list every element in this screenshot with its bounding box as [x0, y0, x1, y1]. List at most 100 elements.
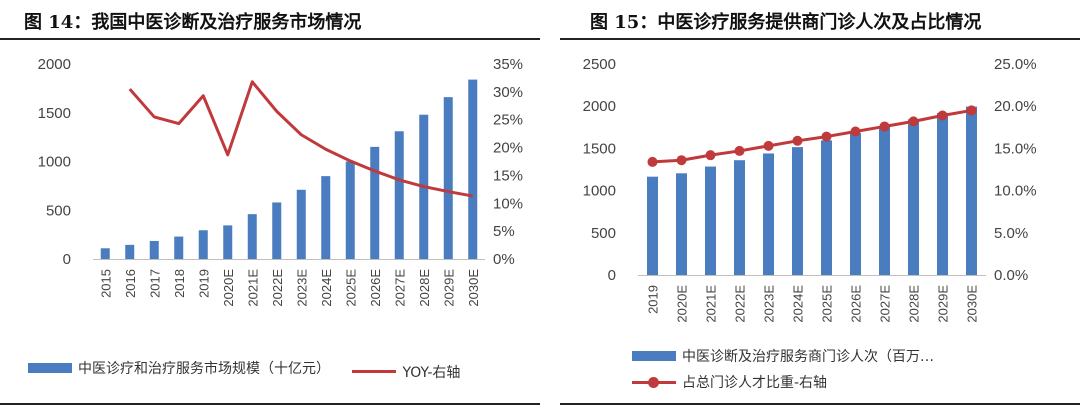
right-bottom-rule — [560, 403, 1080, 405]
right-legend-bar-label: 中医诊断及治疗服务商门诊人次（百万… — [682, 349, 934, 365]
right-line-point — [647, 156, 658, 167]
right-legend-line-swatch — [632, 376, 676, 388]
right-y2-tick-label: 5.0% — [994, 225, 1028, 242]
left-bar — [223, 225, 233, 259]
right-bar — [763, 153, 774, 275]
left-legend-bar: 中医诊疗和治疗服务市场规模（十亿元） — [28, 358, 330, 378]
left-y-tick-label: 0 — [63, 251, 71, 268]
right-bar — [676, 173, 687, 275]
right-legend: 中医诊断及治疗服务商门诊人次（百万… 占总门诊人才比重-右轴 — [632, 346, 934, 392]
right-y-tick-label: 1500 — [583, 140, 616, 157]
right-line-point — [763, 140, 774, 151]
right-x-tick-label: 2024E — [791, 285, 806, 323]
right-y-tick-label: 2000 — [583, 98, 616, 115]
right-y2-tick-label: 15.0% — [994, 140, 1037, 157]
right-line-point — [966, 105, 977, 116]
right-x-tick-label: 2022E — [733, 285, 748, 323]
left-x-tick-label: 2020E — [221, 269, 236, 307]
left-bar — [394, 131, 404, 259]
left-x-tick-label: 2024E — [319, 269, 334, 307]
left-legend-line-swatch — [352, 370, 397, 373]
right-y2-tick-label: 0.0% — [994, 267, 1028, 284]
left-bar — [296, 189, 306, 259]
left-y-tick-label: 1500 — [38, 105, 71, 122]
left-bar — [345, 161, 355, 259]
right-bar — [792, 147, 803, 275]
left-y-tick-label: 2000 — [38, 56, 71, 73]
right-line-point — [821, 131, 832, 142]
left-y2-tick-label: 30% — [493, 84, 523, 101]
left-x-tick-label: 2025E — [343, 269, 358, 307]
left-figure: 图 14：我国中医诊断及治疗服务市场情况 0 500 1000 1500 2000 0% 5… — [0, 12, 540, 405]
right-bar — [647, 176, 658, 275]
right-legend-line: 占总门诊人才比重-右轴 — [632, 372, 934, 392]
right-line-point — [734, 145, 745, 156]
left-chart: 0 500 1000 1500 2000 0% 5% 10% 15% 20% 25% 30% 35% 20… — [38, 56, 523, 307]
left-bottom-rule — [0, 403, 540, 405]
right-y-tick-label: 1000 — [583, 183, 616, 200]
right-bar — [966, 106, 977, 275]
right-y2-tick-label: 20.0% — [994, 98, 1037, 115]
right-y2-tick-label: 25.0% — [994, 56, 1037, 73]
right-x-tick-label: 2023E — [762, 285, 777, 323]
left-line-series — [128, 80, 474, 198]
left-bar — [468, 79, 478, 259]
right-bar — [908, 119, 919, 275]
right-chart: 0 500 1000 1500 2000 2500 0.0% 5.0% 10.0% 15.0% 20… — [583, 56, 1037, 323]
left-y2-tick-label: 5% — [493, 223, 515, 240]
right-line-point — [908, 116, 919, 127]
right-x-tick-label: 2027E — [878, 285, 893, 323]
left-bar — [272, 202, 282, 259]
right-legend-bar: 中医诊断及治疗服务商门诊人次（百万… — [632, 346, 934, 366]
left-y-tick-label: 1000 — [38, 154, 71, 171]
left-x-tick-label: 2028E — [417, 269, 432, 307]
right-line-point — [879, 121, 890, 132]
left-legend-bar-label: 中医诊疗和治疗服务市场规模（十亿元） — [78, 361, 330, 377]
right-line-point — [705, 150, 716, 161]
left-bar — [321, 176, 331, 259]
left-legend: 中医诊疗和治疗服务市场规模（十亿元） YOY-右轴 — [28, 358, 460, 382]
right-bar — [821, 140, 832, 275]
left-bar — [198, 230, 208, 259]
right-bar — [734, 160, 745, 275]
right-line-point — [937, 110, 948, 121]
left-y2-tick-label: 35% — [493, 56, 523, 73]
right-bar — [850, 133, 861, 275]
left-x-tick-label: 2022E — [270, 269, 285, 307]
left-bar — [247, 214, 257, 259]
left-y2-tick-label: 25% — [493, 112, 523, 129]
left-x-tick-label: 2029E — [441, 269, 456, 307]
right-legend-bar-swatch — [632, 351, 676, 361]
right-x-tick-label: 2026E — [849, 285, 864, 323]
left-x-tick-label: 2026E — [368, 269, 383, 307]
right-x-tick-label: 2025E — [820, 285, 835, 323]
right-line-point — [792, 135, 803, 146]
left-x-tick-label: 2019 — [196, 269, 211, 298]
left-legend-line-label: YOY-右轴 — [402, 364, 461, 381]
right-y-tick-label: 500 — [591, 225, 616, 242]
left-bar — [443, 97, 453, 260]
right-x-tick-label: 2020E — [675, 285, 690, 323]
right-line-point — [676, 155, 687, 166]
left-figure-title: 图 14：我国中医诊断及治疗服务市场情况 — [24, 12, 362, 33]
right-line-series — [652, 108, 972, 164]
right-title-rule — [560, 38, 1080, 40]
left-bar — [125, 244, 135, 259]
right-x-tick-label: 2021E — [704, 285, 719, 323]
left-bar — [149, 240, 159, 259]
right-bar — [937, 112, 948, 276]
left-x-tick-label: 2016 — [123, 269, 138, 298]
right-legend-line-marker — [648, 376, 659, 388]
right-x-tick-label: 2030E — [965, 285, 980, 323]
left-bar — [100, 248, 110, 259]
left-legend-line: YOY-右轴 — [352, 362, 460, 382]
left-x-tick-label: 2030E — [466, 269, 481, 307]
right-x-tick-label: 2029E — [936, 285, 951, 323]
right-line-point — [850, 126, 861, 137]
right-y2-tick-label: 10.0% — [994, 183, 1037, 200]
left-legend-bar-swatch — [28, 363, 72, 373]
left-y-tick-label: 500 — [46, 202, 71, 219]
right-figure-title: 图 15：中医诊疗服务提供商门诊人次及占比情况 — [590, 12, 982, 33]
left-y2-tick-label: 15% — [493, 167, 523, 184]
right-bar — [705, 166, 716, 275]
